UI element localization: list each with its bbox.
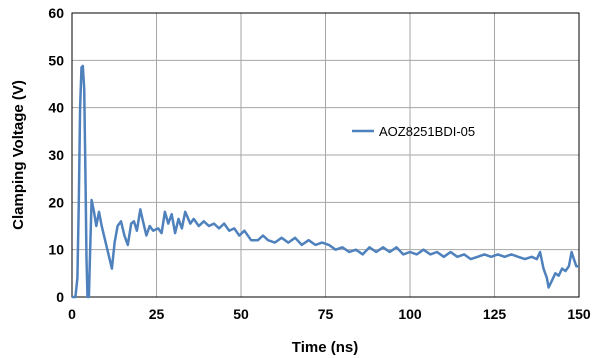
x-tick-label: 150: [567, 306, 591, 322]
x-axis-title: Time (ns): [292, 339, 358, 356]
y-tick-label: 60: [48, 5, 64, 21]
y-tick-label: 0: [56, 289, 64, 305]
x-axis-ticks: 0 25 50 75 100 125 150: [68, 306, 591, 322]
x-tick-label: 100: [398, 306, 422, 322]
legend-label: AOZ8251BDI-05: [379, 124, 475, 139]
y-tick-label: 50: [48, 52, 64, 68]
x-tick-label: 75: [318, 306, 334, 322]
y-tick-label: 40: [48, 100, 64, 116]
y-axis-ticks: 0 10 20 30 40 50 60: [48, 5, 64, 305]
legend: AOZ8251BDI-05: [352, 124, 475, 139]
plot-border: [71, 12, 580, 298]
x-tick-label: 0: [68, 306, 76, 322]
x-tick-label: 50: [233, 306, 249, 322]
series-lines: [72, 64, 579, 299]
y-tick-label: 10: [48, 242, 64, 258]
x-tick-label: 125: [483, 306, 507, 322]
y-tick-label: 30: [48, 147, 64, 163]
series-line: [72, 64, 579, 299]
x-tick-label: 25: [149, 306, 165, 322]
y-tick-label: 20: [48, 194, 64, 210]
grid-lines: [72, 13, 579, 297]
y-axis-title: Clamping Voltage (V): [10, 80, 27, 230]
